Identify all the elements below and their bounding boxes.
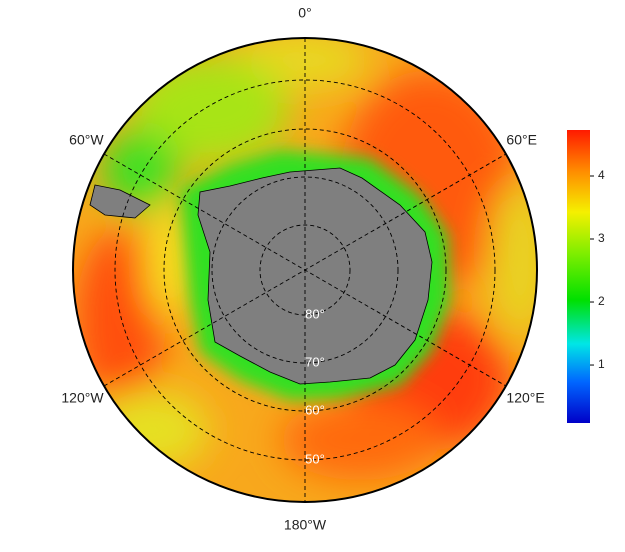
latitude-label: 80° [305, 306, 325, 321]
colorbar-tick-label: 4 [598, 168, 605, 182]
colorbar [567, 130, 590, 423]
longitude-label: 60°W [69, 132, 104, 148]
meridian [103, 153, 507, 387]
longitude-label: 180°W [284, 517, 327, 533]
longitude-label: 60°E [506, 132, 537, 148]
latitude-label: 60° [305, 402, 325, 417]
longitude-label: 120°E [506, 390, 544, 406]
latitude-label: 70° [305, 354, 325, 369]
colorbar-tick-label: 1 [598, 357, 605, 371]
sea-field [73, 38, 537, 502]
latitude-label: 50° [305, 451, 325, 466]
map-border [72, 37, 538, 503]
longitude-label: 0° [298, 5, 311, 21]
latitude-circle [211, 176, 399, 364]
colorbar-tick-label: 2 [598, 294, 605, 308]
longitude-label: 120°W [61, 390, 104, 406]
colorbar-tick-label: 3 [598, 231, 605, 245]
latitude-circle [114, 79, 496, 461]
latitude-circle [163, 128, 447, 412]
